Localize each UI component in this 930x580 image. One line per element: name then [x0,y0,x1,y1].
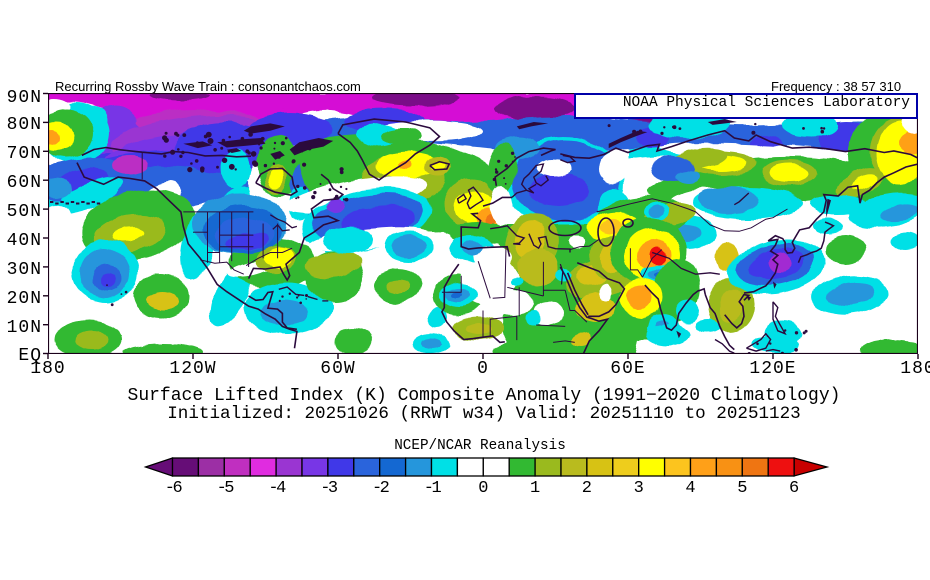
svg-text:-1: -1 [424,479,442,498]
svg-text:1: 1 [530,479,540,498]
svg-text:-6: -6 [165,479,183,498]
svg-text:-2: -2 [372,479,389,498]
svg-text:4: 4 [685,479,695,498]
svg-text:3: 3 [634,479,644,498]
svg-text:5: 5 [737,479,747,498]
svg-text:2: 2 [582,479,592,498]
svg-text:6: 6 [789,479,799,498]
svg-text:-3: -3 [320,479,338,498]
svg-text:-5: -5 [217,479,235,498]
svg-text:0: 0 [478,479,488,498]
svg-text:-4: -4 [268,479,286,498]
